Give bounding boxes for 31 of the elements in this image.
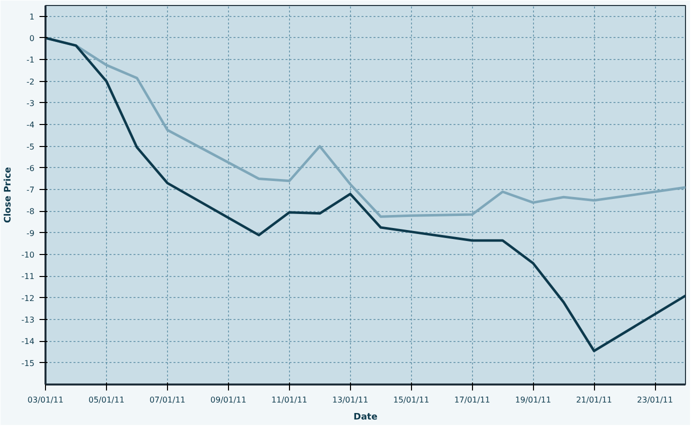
y-tick-label: -11 [21,272,35,282]
y-tick-label: -5 [26,142,35,152]
y-tick-label: -13 [21,316,35,325]
x-tick-label: 21/01/11 [576,396,612,404]
y-tick-label: -3 [26,98,35,108]
x-tick-label: 09/01/11 [210,396,246,404]
line-series [46,36,686,352]
y-tick-label: -14 [21,337,35,346]
y-tick-label: -2 [26,77,35,86]
y-axis-title: Close Price [3,166,14,224]
x-tick-label: 07/01/11 [149,396,186,404]
x-axis-title: Date [354,412,378,422]
x-tick-label: 23/01/11 [637,396,673,404]
x-tick-label: 17/01/11 [454,396,490,404]
x-tick-label: 15/01/11 [393,396,430,404]
y-tick-label: 1 [29,12,35,22]
y-tick-label: -1 [26,56,35,65]
y-tick-label: 0 [29,34,35,43]
x-tick-label: 03/01/11 [28,396,64,404]
x-tick-label: 19/01/11 [515,396,552,404]
y-tick-label: -9 [26,228,35,238]
x-tick-label: 05/01/11 [88,396,124,404]
y-tick-label: -10 [21,250,35,260]
y-tick-label: -8 [26,207,35,216]
y-tick-label: -15 [21,358,35,368]
x-tick-label: 13/01/11 [332,396,368,404]
y-tick-label: -7 [26,186,35,195]
y-tick-label: -12 [21,294,35,303]
y-tick-label: -6 [26,164,35,173]
y-tick-label: -4 [26,120,35,130]
x-tick-label: 11/01/11 [271,396,308,404]
